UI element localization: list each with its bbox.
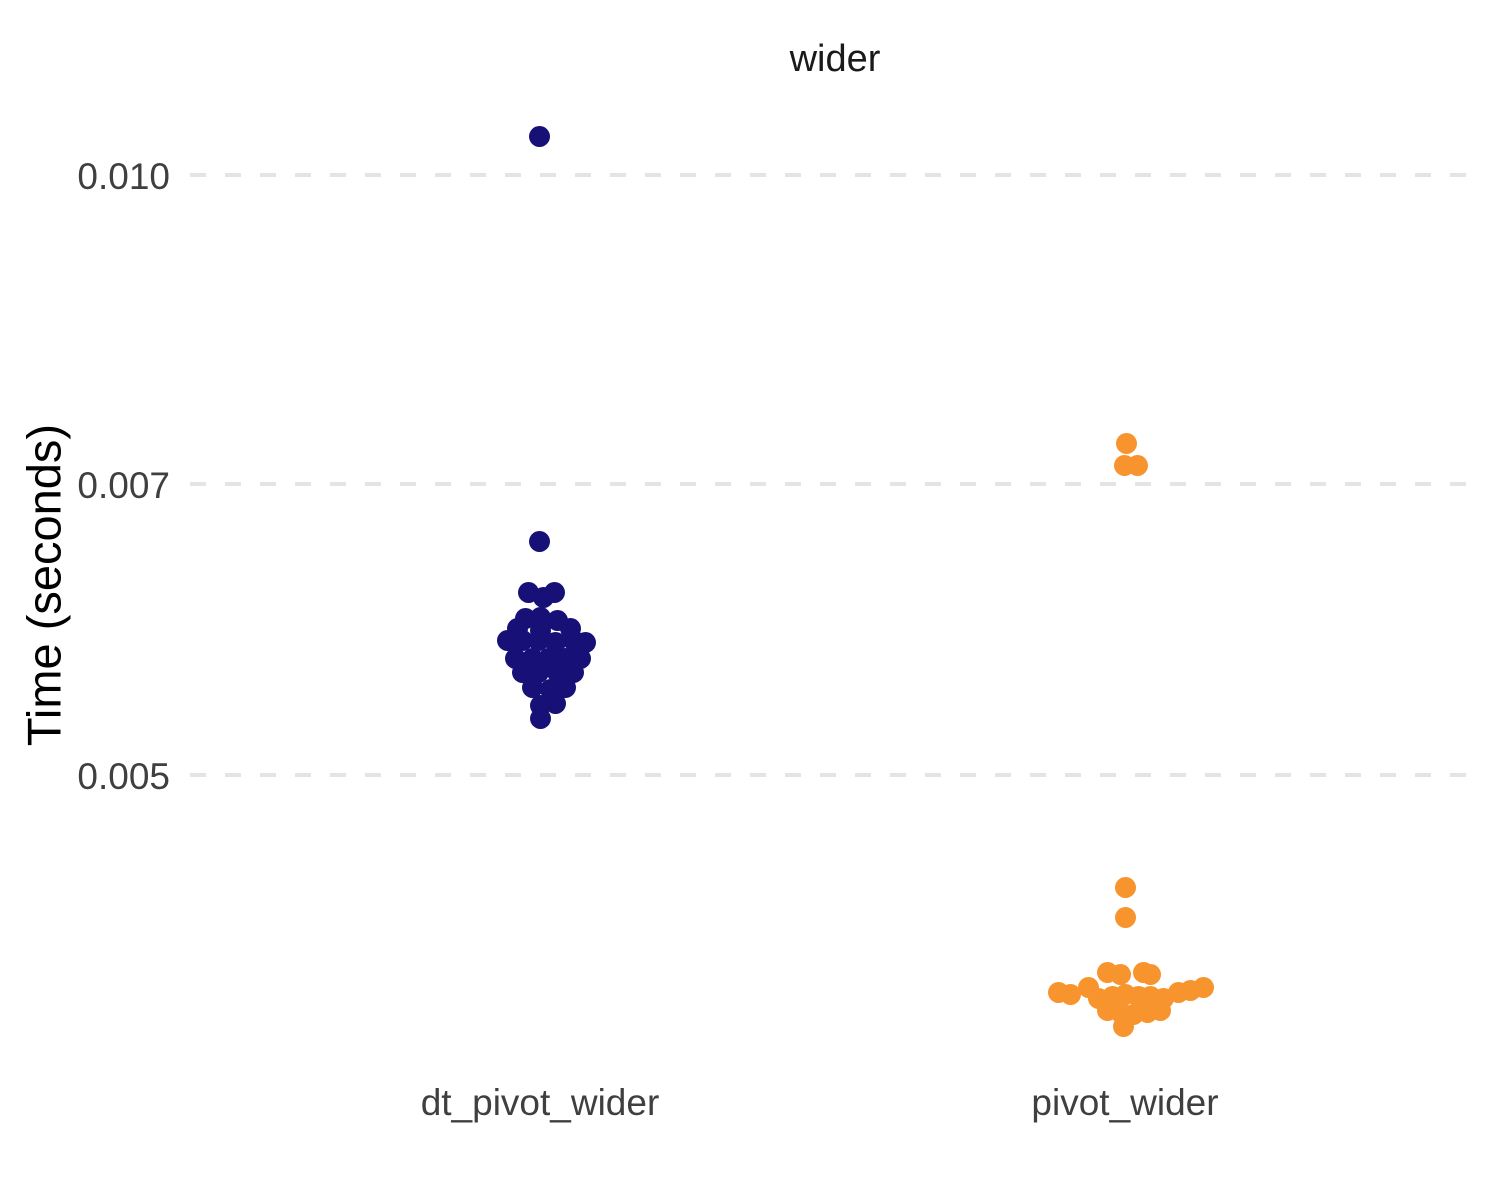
data-point xyxy=(529,707,551,729)
data-point xyxy=(1115,433,1137,455)
data-point xyxy=(527,630,549,652)
data-point xyxy=(528,530,550,552)
data-point xyxy=(544,693,566,715)
data-point xyxy=(1192,977,1214,999)
data-point xyxy=(511,630,533,652)
data-point xyxy=(528,126,550,148)
data-point xyxy=(543,582,565,604)
y-gridline xyxy=(190,173,1480,177)
x-category-label: pivot_wider xyxy=(1031,1082,1219,1123)
y-tick-label: 0.007 xyxy=(77,464,170,506)
facet-strip-title: wider xyxy=(789,38,881,80)
data-point xyxy=(544,631,566,653)
data-point xyxy=(574,631,596,653)
y-tick-label: 0.010 xyxy=(77,156,170,197)
y-gridline xyxy=(190,481,1480,486)
data-point xyxy=(554,677,576,699)
y-gridline xyxy=(190,773,1480,777)
data-point xyxy=(1139,964,1161,986)
data-point xyxy=(1114,877,1136,899)
data-point xyxy=(521,677,543,699)
data-point xyxy=(1126,454,1148,476)
data-point xyxy=(1059,984,1081,1006)
y-tick-label: 0.005 xyxy=(77,756,170,797)
data-point xyxy=(1112,1015,1134,1037)
x-category-label: dt_pivot_wider xyxy=(420,1082,660,1123)
data-point xyxy=(1149,999,1171,1021)
data-point xyxy=(1114,907,1136,929)
data-point xyxy=(1109,964,1131,986)
